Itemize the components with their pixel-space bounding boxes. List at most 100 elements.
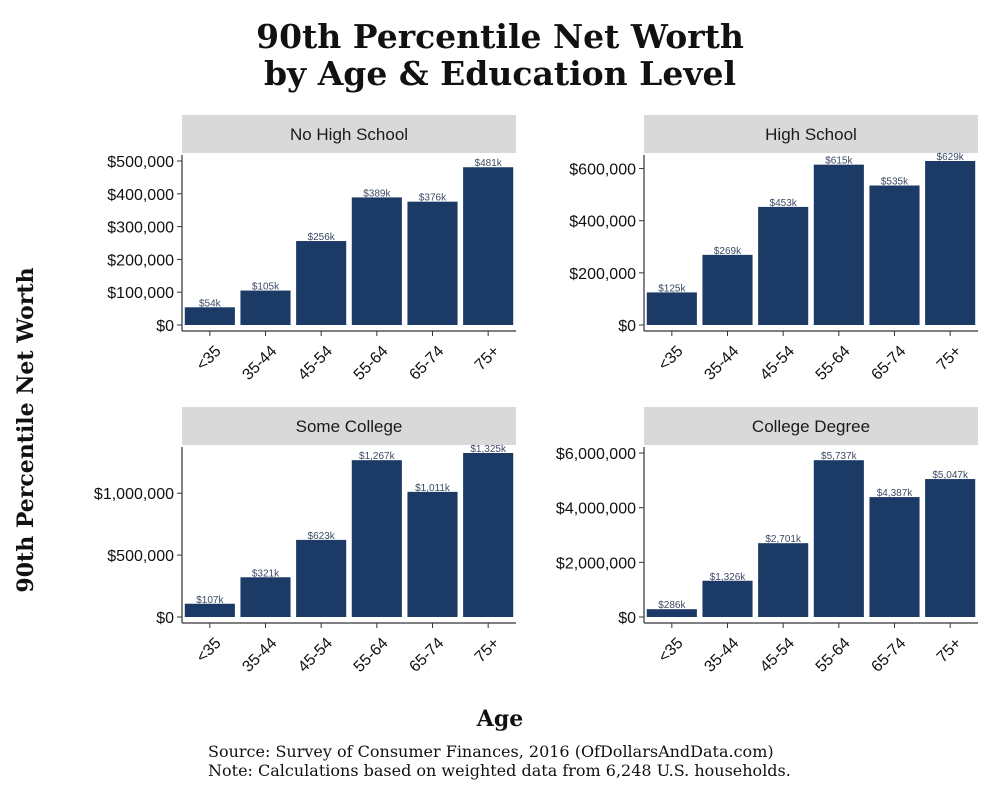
bar: [646, 292, 697, 325]
bar: [407, 491, 458, 617]
bar: [869, 185, 920, 325]
bar: [813, 460, 864, 617]
x-tick-label: 65-74: [406, 343, 447, 384]
data-label: $481k: [475, 158, 503, 169]
data-label: $389k: [363, 188, 391, 199]
data-label: $376k: [419, 193, 447, 204]
bar: [869, 497, 920, 617]
data-label: $1,267k: [359, 451, 396, 462]
data-label: $269k: [714, 246, 742, 257]
bar: [407, 201, 458, 325]
facet-strip-title-1: High School: [765, 125, 857, 144]
y-tick-label: $200,000: [569, 266, 636, 283]
data-label: $1,325k: [470, 444, 507, 455]
chart-title-line2: by Age & Education Level: [263, 54, 737, 93]
data-label: $5,047k: [932, 470, 969, 481]
y-tick-label: $500,000: [107, 548, 174, 565]
bar: [925, 479, 976, 617]
bar: [351, 197, 402, 325]
x-tick-label: 35-44: [701, 635, 742, 676]
x-tick-label: 65-74: [406, 635, 447, 676]
y-tick-label: $500,000: [107, 154, 174, 171]
facet-strip-3: [644, 407, 978, 445]
data-label: $321k: [252, 568, 280, 579]
x-tick-label: <35: [193, 343, 224, 374]
bar: [813, 164, 864, 325]
x-tick-label: 55-64: [351, 635, 392, 676]
bar: [240, 577, 291, 617]
facet-strip-title-3: College Degree: [752, 417, 870, 436]
facet-strip-title-2: Some College: [296, 417, 403, 436]
bar: [646, 609, 697, 617]
bar: [296, 241, 347, 325]
y-tick-label: $0: [156, 318, 174, 335]
x-tick-label: 75+: [934, 635, 965, 666]
data-label: $125k: [658, 283, 686, 294]
x-tick-label: 45-54: [295, 635, 336, 676]
calculation-note: Note: Calculations based on weighted dat…: [208, 761, 791, 780]
y-tick-label: $4,000,000: [556, 501, 636, 518]
x-tick-label: 35-44: [239, 635, 280, 676]
bar: [702, 580, 753, 617]
data-label: $256k: [308, 232, 336, 243]
x-tick-label: 55-64: [813, 343, 854, 384]
y-tick-label: $0: [156, 610, 174, 627]
x-tick-label: <35: [655, 635, 686, 666]
data-label: $5,737k: [821, 451, 858, 462]
facet-strip-1: [644, 115, 978, 153]
chart-title: 90th Percentile Net Worth by Age & Educa…: [0, 18, 1000, 92]
data-label: $286k: [658, 600, 686, 611]
data-label: $54k: [199, 298, 222, 309]
x-tick-label: 35-44: [701, 343, 742, 384]
x-tick-label: 75+: [472, 635, 503, 666]
data-label: $107k: [196, 595, 224, 606]
x-tick-label: 45-54: [295, 343, 336, 384]
bar: [184, 307, 235, 325]
facet-strip-0: [182, 115, 516, 153]
bar: [184, 603, 235, 617]
y-axis-title: 90th Percentile Net Worth: [13, 267, 39, 593]
x-tick-label: 75+: [472, 343, 503, 374]
bar: [463, 167, 514, 325]
y-tick-label: $1,000,000: [94, 486, 174, 503]
bar: [702, 254, 753, 325]
bar: [758, 206, 809, 325]
bar: [463, 453, 514, 617]
bar: [758, 543, 809, 617]
y-tick-label: $100,000: [107, 285, 174, 302]
x-tick-label: <35: [193, 635, 224, 666]
y-tick-label: $200,000: [107, 252, 174, 269]
y-tick-label: $400,000: [107, 187, 174, 204]
x-tick-label: 45-54: [757, 343, 798, 384]
x-tick-label: 35-44: [239, 343, 280, 384]
data-label: $535k: [881, 177, 909, 188]
bar: [351, 460, 402, 617]
x-tick-label: 55-64: [351, 343, 392, 384]
bar: [925, 161, 976, 325]
y-tick-label: $600,000: [569, 162, 636, 179]
y-tick-label: $0: [618, 318, 636, 335]
y-tick-label: $6,000,000: [556, 446, 636, 463]
facet-strip-2: [182, 407, 516, 445]
data-label: $1,326k: [710, 572, 747, 583]
x-tick-label: 55-64: [813, 635, 854, 676]
data-label: $629k: [937, 152, 965, 163]
y-tick-label: $2,000,000: [556, 555, 636, 572]
data-label: $623k: [308, 531, 336, 542]
x-axis-title: Age: [476, 706, 524, 732]
x-tick-label: 75+: [934, 343, 965, 374]
y-tick-label: $300,000: [107, 220, 174, 237]
x-tick-label: <35: [655, 343, 686, 374]
y-tick-label: $0: [618, 610, 636, 627]
facet-strip-title-0: No High School: [290, 125, 408, 144]
footer: Source: Survey of Consumer Finances, 201…: [208, 742, 791, 780]
data-label: $615k: [825, 156, 853, 167]
x-tick-label: 45-54: [757, 635, 798, 676]
data-label: $1,011k: [415, 483, 451, 494]
chart-title-line1: 90th Percentile Net Worth: [256, 17, 744, 56]
data-label: $105k: [252, 282, 280, 293]
y-tick-label: $400,000: [569, 214, 636, 231]
source-note: Source: Survey of Consumer Finances, 201…: [208, 742, 774, 761]
data-label: $453k: [770, 198, 798, 209]
